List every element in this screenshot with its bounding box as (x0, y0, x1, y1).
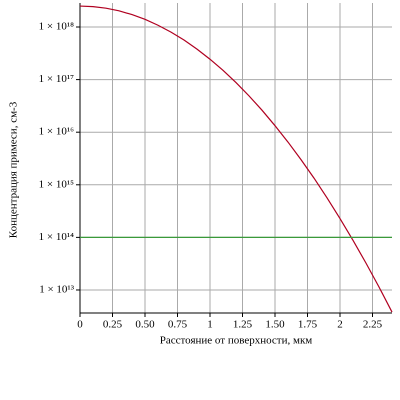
x-tick-label: 2.25 (363, 319, 383, 331)
y-tick-label: 1 × 10¹⁸ (39, 21, 75, 33)
x-tick-label: 1.75 (298, 319, 318, 331)
y-tick-label: 1 × 10¹⁴ (39, 231, 75, 243)
x-tick-label: 0 (77, 319, 83, 331)
x-tick-label: 1 (207, 319, 213, 331)
x-tick-label: 1.50 (265, 319, 285, 331)
x-tick-label: 2 (337, 319, 343, 331)
x-tick-label: 0.75 (168, 319, 188, 331)
y-tick-label: 1 × 10¹⁶ (39, 126, 75, 138)
x-tick-label: 0.50 (135, 319, 155, 331)
y-tick-label: 1 × 10¹³ (39, 284, 75, 296)
y-tick-label: 1 × 10¹⁵ (39, 178, 75, 190)
y-tick-label: 1 × 10¹⁷ (39, 73, 75, 85)
x-tick-label: 0.25 (103, 319, 123, 331)
data-line (79, 5, 393, 313)
x-tick-label: 1.25 (233, 319, 253, 331)
x-axis-label: Расстояние от поверхности, мкм (160, 335, 313, 347)
y-axis-label: Концентрация примеси, см-3 (8, 101, 20, 238)
